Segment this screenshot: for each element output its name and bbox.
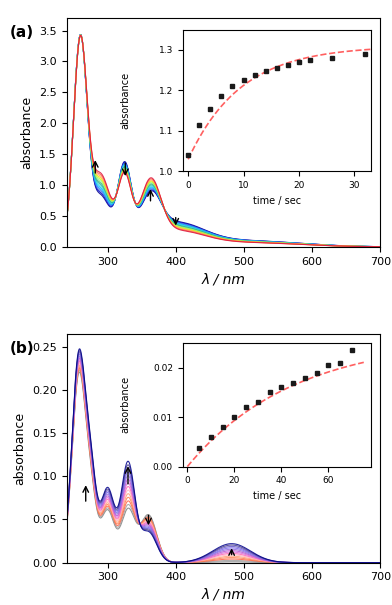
X-axis label: λ / nm: λ / nm: [201, 272, 245, 286]
Y-axis label: absorbance: absorbance: [14, 411, 27, 485]
Y-axis label: absorbance: absorbance: [21, 96, 34, 169]
Text: (a): (a): [10, 25, 34, 40]
X-axis label: λ / nm: λ / nm: [201, 588, 245, 602]
Text: (b): (b): [10, 341, 35, 356]
